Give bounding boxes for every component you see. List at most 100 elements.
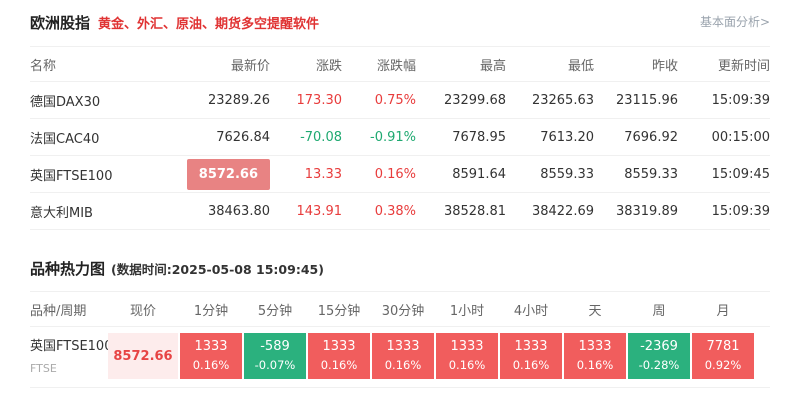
promo-text: 黄金、外汇、原油、期货多空提醒软件	[98, 17, 320, 32]
change-percent: 0.75%	[374, 92, 416, 108]
low: 8559.33	[540, 166, 594, 182]
change: 13.33	[304, 166, 342, 182]
quotes-table: 名称 最新价 涨跌 涨跌幅 最高 最低 昨收 更新时间 德国DAX30 2328…	[30, 46, 770, 230]
col-header-1hour: 1小时	[449, 303, 485, 319]
fundamental-analysis-link[interactable]: 基本面分析>	[699, 15, 770, 29]
quote-row-germany-dax30[interactable]: 德国DAX30 23289.26 173.30 0.75% 23299.68 2…	[30, 81, 770, 118]
latest-price: 38463.80	[207, 203, 270, 219]
low: 7613.20	[540, 129, 594, 145]
change-percent: 0.38%	[374, 203, 416, 219]
index-name: 英国FTSE100	[30, 168, 113, 184]
latest-price-highlight: 8572.66	[186, 158, 270, 190]
heat-cell-day: 1333 0.16%	[564, 333, 626, 379]
page-header: 欧洲股指 黄金、外汇、原油、期货多空提醒软件 基本面分析>	[30, 12, 770, 36]
heat-percent: 0.16%	[576, 358, 614, 373]
col-header-variety-period: 品种/周期	[30, 303, 87, 319]
quote-row-uk-ftse100[interactable]: 英国FTSE100 8572.66 13.33 0.16% 8591.64 85…	[30, 155, 770, 192]
prev-close: 8559.33	[624, 166, 678, 182]
heat-percent: -0.28%	[638, 358, 680, 373]
heatmap-title: 品种热力图	[30, 260, 106, 278]
update-time: 15:09:39	[711, 203, 770, 219]
heat-value: -2369	[640, 339, 678, 355]
variety-name: 英国FTSE100	[30, 339, 113, 355]
current-price: 8572.66	[108, 333, 178, 379]
latest-price: 23289.26	[207, 92, 270, 108]
change: -70.08	[300, 129, 342, 145]
heat-cell-5min: -589 -0.07%	[244, 333, 306, 379]
change: 173.30	[296, 92, 343, 108]
low: 38422.69	[531, 203, 594, 219]
low: 23265.63	[531, 92, 594, 108]
high: 23299.68	[443, 92, 506, 108]
prev-close: 7696.92	[624, 129, 678, 145]
heat-value: 1333	[386, 339, 420, 355]
heat-percent: 0.16%	[512, 358, 550, 373]
quote-row-france-cac40[interactable]: 法国CAC40 7626.84 -70.08 -0.91% 7678.95 76…	[30, 118, 770, 155]
heat-percent: 0.16%	[384, 358, 422, 373]
heat-percent: -0.07%	[254, 358, 296, 373]
col-header-name: 名称	[30, 58, 57, 74]
col-header-4hour: 4小时	[513, 303, 549, 319]
heatmap-table: 品种/周期 现价 1分钟 5分钟 15分钟 30分钟 1小时 4小时 天 周 月…	[30, 291, 770, 388]
heat-cell-4hour: 1333 0.16%	[500, 333, 562, 379]
col-header-high: 最高	[479, 58, 506, 74]
col-header-15min: 15分钟	[317, 303, 361, 319]
page-title: 欧洲股指	[30, 14, 91, 32]
heat-value: 1333	[322, 339, 356, 355]
heat-percent: 0.92%	[704, 358, 742, 373]
prev-close: 23115.96	[615, 92, 678, 108]
heatmap-row-uk-ftse100[interactable]: 英国FTSE100 FTSE 8572.66 1333 0.16% -589 -…	[30, 326, 770, 387]
high: 38528.81	[443, 203, 506, 219]
latest-price: 7626.84	[216, 129, 270, 145]
heat-percent: 0.16%	[320, 358, 358, 373]
col-header-low: 最低	[567, 58, 594, 74]
col-header-5min: 5分钟	[257, 303, 293, 319]
index-name: 德国DAX30	[30, 94, 101, 110]
heat-value: 1333	[450, 339, 484, 355]
col-header-day: 天	[588, 303, 602, 319]
col-header-update-time: 更新时间	[717, 58, 770, 74]
update-time: 15:09:45	[711, 166, 770, 182]
col-header-last-price: 最新价	[230, 58, 270, 74]
heat-value: 7781	[706, 339, 740, 355]
col-header-prev-close: 昨收	[651, 58, 678, 74]
heat-value: 1333	[194, 339, 228, 355]
index-name: 意大利MIB	[30, 205, 93, 221]
col-header-week: 周	[652, 303, 666, 319]
col-header-30min: 30分钟	[381, 303, 425, 319]
heat-cell-1hour: 1333 0.16%	[436, 333, 498, 379]
col-header-1min: 1分钟	[193, 303, 229, 319]
heat-value: -589	[260, 339, 290, 355]
latest-price: 8572.66	[170, 158, 270, 190]
heat-percent: 0.16%	[448, 358, 486, 373]
quotes-table-header: 名称 最新价 涨跌 涨跌幅 最高 最低 昨收 更新时间	[30, 47, 770, 81]
col-header-change-pct: 涨跌幅	[376, 58, 416, 74]
heat-cell-30min: 1333 0.16%	[372, 333, 434, 379]
heat-cell-week: -2369 -0.28%	[628, 333, 690, 379]
col-header-current-price: 现价	[129, 303, 156, 319]
quote-row-italy-mib[interactable]: 意大利MIB 38463.80 143.91 0.38% 38528.81 38…	[30, 192, 770, 229]
heat-value: 1333	[578, 339, 612, 355]
change: 143.91	[296, 203, 343, 219]
heat-percent: 0.16%	[192, 358, 230, 373]
heat-cell-15min: 1333 0.16%	[308, 333, 370, 379]
heatmap-section-header: 品种热力图 (数据时间:2025-05-08 15:09:45)	[30, 258, 770, 279]
heat-value: 1333	[514, 339, 548, 355]
prev-close: 38319.89	[615, 203, 678, 219]
change-percent: 0.16%	[374, 166, 416, 182]
variety-code: FTSE	[30, 362, 57, 375]
variety-name-cell[interactable]: 英国FTSE100 FTSE	[30, 334, 112, 377]
change-percent: -0.91%	[370, 129, 416, 145]
heat-cell-month: 7781 0.92%	[692, 333, 754, 379]
heatmap-data-time: (数据时间:2025-05-08 15:09:45)	[111, 262, 324, 277]
update-time: 15:09:39	[711, 92, 770, 108]
heatmap-table-header: 品种/周期 现价 1分钟 5分钟 15分钟 30分钟 1小时 4小时 天 周 月	[30, 292, 770, 326]
col-header-month: 月	[716, 303, 730, 319]
page: 欧洲股指 黄金、外汇、原油、期货多空提醒软件 基本面分析> 名称 最新价 涨跌 …	[30, 12, 770, 388]
high: 8591.64	[452, 166, 506, 182]
high: 7678.95	[452, 129, 506, 145]
index-name: 法国CAC40	[30, 131, 100, 147]
col-header-change: 涨跌	[315, 58, 342, 74]
update-time: 00:15:00	[711, 129, 770, 145]
heat-cell-1min: 1333 0.16%	[180, 333, 242, 379]
